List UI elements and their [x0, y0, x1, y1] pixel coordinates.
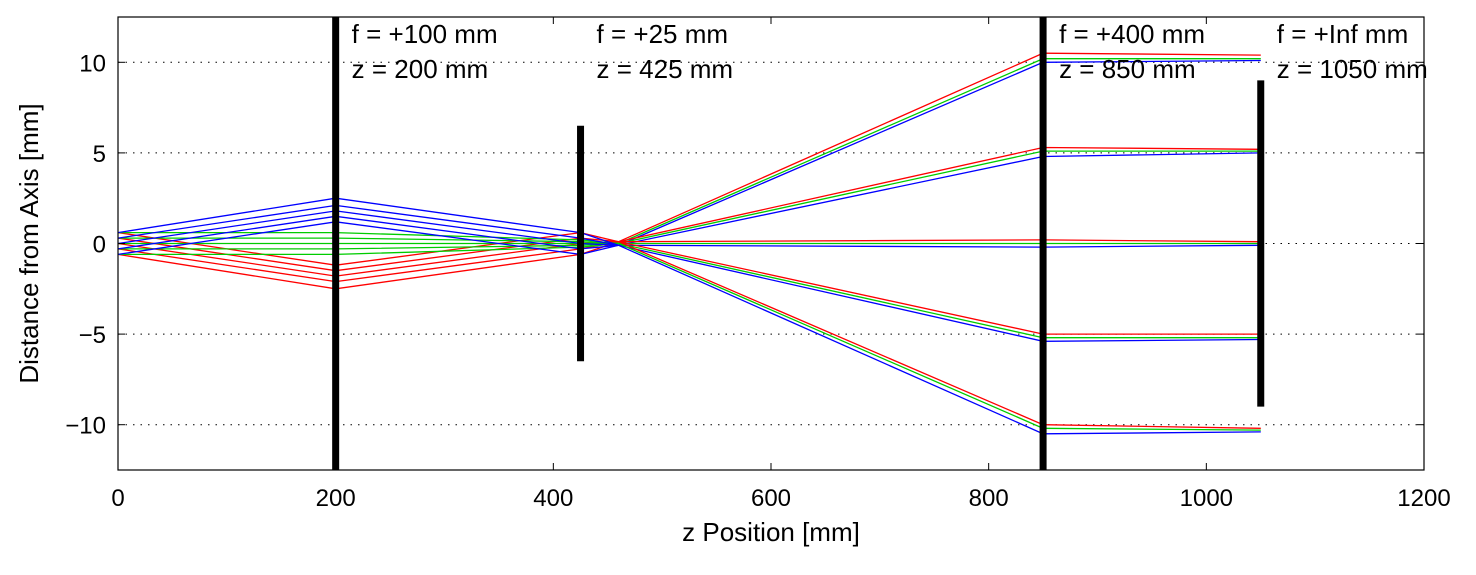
- ray-green: [618, 150, 1261, 245]
- ray-blue: [117, 197, 619, 246]
- ray-green: [618, 242, 1261, 431]
- ray-blue: [618, 59, 1261, 246]
- x-axis-label: z Position [mm]: [682, 517, 860, 547]
- ray-blue: [117, 210, 619, 246]
- lens-2-z-label: z = 425 mm: [597, 54, 734, 84]
- ray-green: [618, 242, 1261, 339]
- ray-red: [117, 241, 619, 290]
- lens-2-f-label: f = +25 mm: [597, 19, 729, 49]
- y-tick-label: −5: [79, 322, 106, 349]
- lens-1-f-label: f = +100 mm: [352, 19, 498, 49]
- x-tick-label: 0: [111, 485, 124, 512]
- y-tick-label: 0: [93, 232, 106, 259]
- ray-green: [118, 242, 619, 256]
- y-axis-label: Distance from Axis [mm]: [14, 103, 44, 383]
- y-tick-label: 10: [79, 50, 106, 77]
- x-tick-label: 200: [316, 485, 356, 512]
- lens-markers: [332, 17, 1265, 470]
- ray-blue: [117, 204, 619, 246]
- ray-red: [618, 146, 1261, 243]
- ray-red: [618, 241, 1261, 429]
- ray-blue: [117, 215, 619, 250]
- x-tick-label: 400: [533, 485, 573, 512]
- ray-lines: [117, 52, 1261, 435]
- ray-blue: [618, 244, 1261, 248]
- lens-4-f-label: f = +Inf mm: [1277, 19, 1409, 49]
- ray-red: [117, 241, 619, 277]
- y-tick-label: −10: [65, 413, 106, 440]
- x-tick-label: 1000: [1180, 485, 1233, 512]
- lens-1-z-label: z = 200 mm: [352, 54, 489, 84]
- lens-labels: f = +100 mm z = 200 mm f = +25 mm z = 425 m…: [352, 19, 1428, 84]
- ray-red: [618, 239, 1261, 243]
- x-tick-label: 800: [969, 485, 1009, 512]
- x-tick-label: 600: [751, 485, 791, 512]
- y-tick-label: 5: [93, 141, 106, 168]
- lens-4-z-label: z = 1050 mm: [1277, 54, 1428, 84]
- ray-blue: [618, 244, 1261, 342]
- lens-3-f-label: f = +400 mm: [1059, 19, 1205, 49]
- ray-blue: [117, 221, 619, 256]
- x-tick-label: 1200: [1397, 485, 1450, 512]
- ray-blue: [618, 244, 1261, 435]
- lens-3-z-label: z = 850 mm: [1059, 54, 1196, 84]
- axis-ticks: 0 200 400 600 800 1000 1200 10 5 0 −5 −10: [65, 17, 1451, 512]
